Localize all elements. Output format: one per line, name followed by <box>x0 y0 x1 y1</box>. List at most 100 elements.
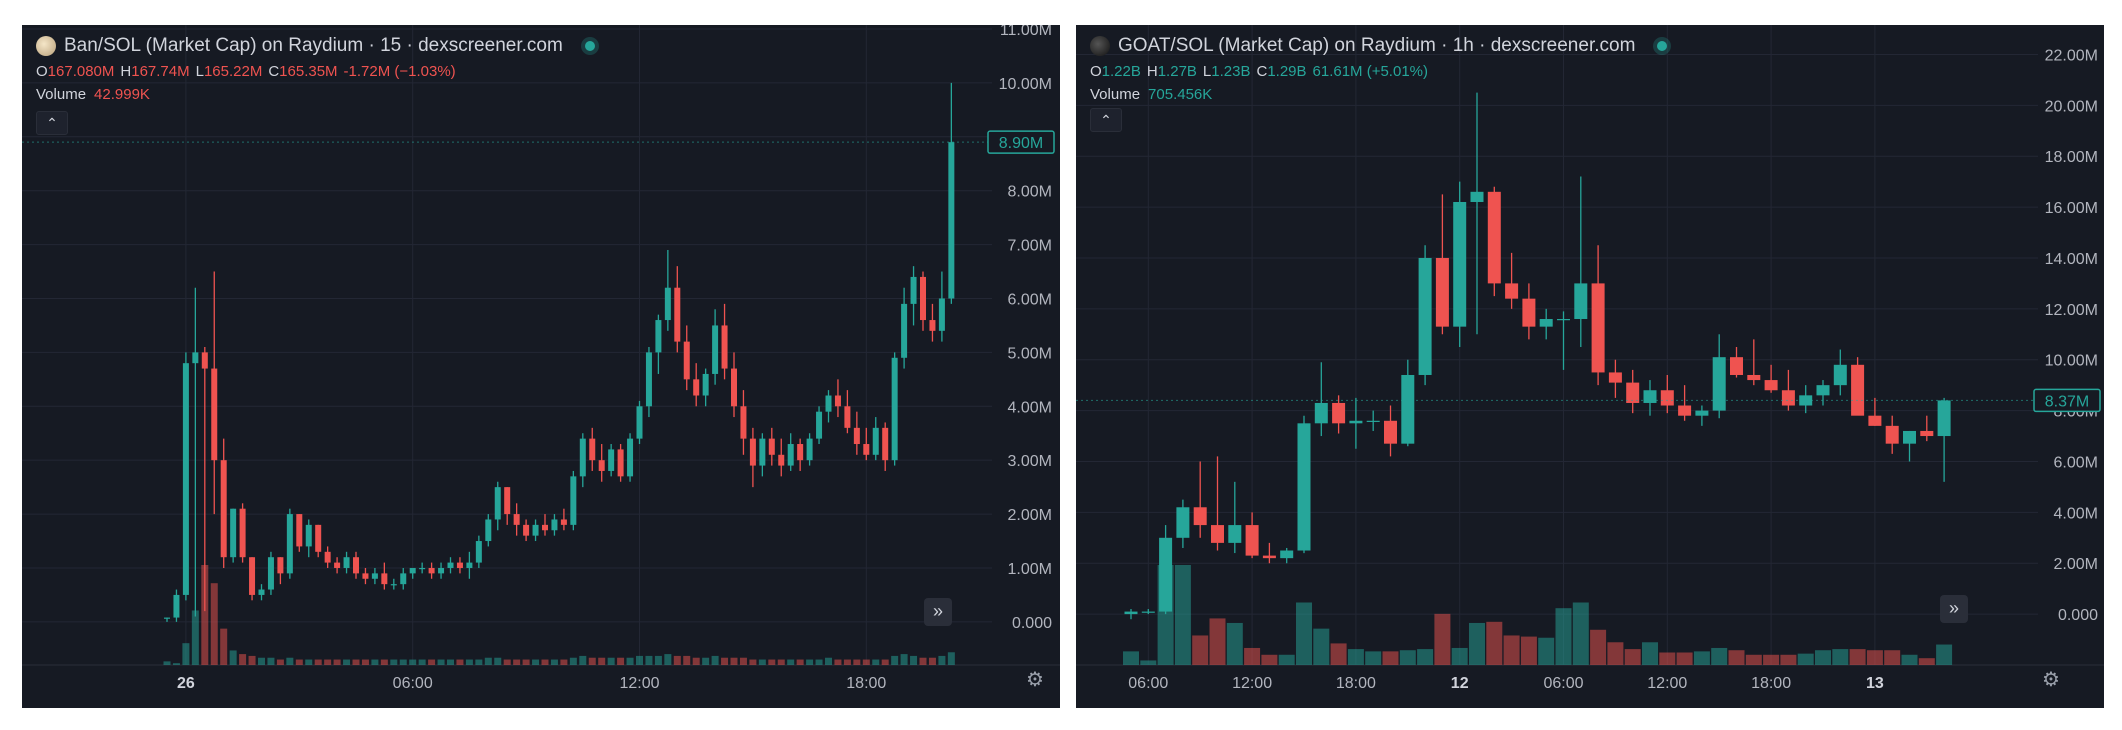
x-tick-label: 06:00 <box>1543 675 1583 692</box>
candle-body <box>1920 430 1934 437</box>
collapse-legend-button[interactable]: ⌃ <box>1090 108 1122 132</box>
candle <box>164 617 170 622</box>
volume-bar <box>636 655 643 665</box>
volume-bar <box>815 659 823 665</box>
candle <box>438 562 445 579</box>
y-tick-label: 4.00M <box>2054 505 2098 522</box>
candle <box>1245 512 1259 559</box>
volume-bar <box>343 659 351 665</box>
candle <box>1228 481 1242 554</box>
volume-bar <box>598 657 606 665</box>
candle <box>920 271 926 331</box>
volume-bar <box>834 659 842 665</box>
token-logo-icon <box>36 36 56 56</box>
volume-bar <box>692 657 700 665</box>
x-tick-label: 18:00 <box>846 675 886 692</box>
candle <box>447 557 454 574</box>
candle <box>1781 369 1795 411</box>
close-key: C <box>1256 63 1268 80</box>
candle-body <box>1159 537 1173 612</box>
candle <box>239 503 246 563</box>
y-tick-label: 22.00M <box>2045 47 2098 64</box>
volume-bar <box>683 655 691 665</box>
candle <box>390 578 397 590</box>
candle <box>938 271 945 342</box>
candle <box>1470 92 1484 335</box>
chart-title: Ban/SOL (Market Cap) on Raydium · 15 · d… <box>64 35 563 56</box>
candle <box>475 535 482 568</box>
volume-bar <box>588 657 596 665</box>
candle <box>759 433 766 477</box>
volume-bar <box>1555 608 1572 665</box>
candle <box>1643 380 1657 416</box>
volume-bar <box>286 657 294 665</box>
scroll-to-realtime-button[interactable]: » <box>924 598 952 626</box>
candle <box>551 514 558 536</box>
candle <box>182 352 189 601</box>
volume-bar <box>1140 660 1157 665</box>
candle-body <box>1678 405 1692 416</box>
candlestick-chart[interactable]: 22.00M 20.00M 18.00M 16.00M 14.00M 12.00M 10.0… <box>1076 25 2104 708</box>
change-value: 61.61M (+5.01%) <box>1312 63 1428 80</box>
candle <box>315 524 322 558</box>
candle <box>749 427 756 488</box>
volume-bar <box>172 663 180 665</box>
volume-bar <box>201 565 209 665</box>
candle <box>1591 245 1605 386</box>
candle <box>948 82 955 304</box>
volume-bar <box>881 659 889 665</box>
volume-readout: Volume 705.456K <box>1090 86 1667 103</box>
settings-button[interactable]: ⚙ <box>1026 667 1044 692</box>
volume-bar <box>447 659 454 665</box>
settings-button[interactable]: ⚙ <box>2042 667 2060 692</box>
candle-body <box>494 487 501 520</box>
candle-body <box>532 524 539 536</box>
candle <box>456 557 463 574</box>
volume-bar <box>182 643 190 665</box>
candle <box>806 433 813 466</box>
candle-body <box>1193 507 1207 526</box>
candle <box>1314 362 1328 437</box>
chart-header: Ban/SOL (Market Cap) on Raydium · 15 · d… <box>36 35 595 103</box>
volume-bar <box>1503 635 1520 665</box>
y-tick-label: 11.00M <box>1000 25 1052 39</box>
volume-bar <box>1434 613 1451 665</box>
volume-bar <box>1330 643 1347 665</box>
candle <box>731 352 737 418</box>
candle <box>1903 430 1916 462</box>
candle <box>400 567 407 590</box>
volume-bar <box>399 659 407 665</box>
volume-bar <box>1745 654 1762 665</box>
x-tick-label: 12:00 <box>619 675 659 692</box>
candle <box>589 427 596 471</box>
scroll-to-realtime-button[interactable]: » <box>1940 595 1968 623</box>
candle-body <box>390 584 397 586</box>
volume-bar <box>1728 650 1745 665</box>
candle <box>1487 186 1501 297</box>
candlestick-chart[interactable]: 11.00M10.00M9.00M8.00M7.00M6.00M5.00M4.0… <box>22 25 1060 708</box>
candle <box>1522 283 1536 340</box>
candle-body <box>1418 257 1432 375</box>
candle <box>1505 252 1519 309</box>
collapse-legend-button[interactable]: ⌃ <box>36 111 68 135</box>
volume-bar <box>654 655 662 665</box>
candle-body <box>797 444 804 461</box>
candle <box>324 546 331 568</box>
candle-body <box>315 524 322 552</box>
candle-body <box>579 438 586 477</box>
candle-body <box>683 341 690 380</box>
candle-body <box>305 524 312 547</box>
volume-value: 705.456K <box>1148 86 1213 103</box>
candle <box>570 470 577 531</box>
volume-bar <box>1538 637 1555 665</box>
candle <box>1678 385 1692 421</box>
candle <box>1851 357 1865 416</box>
candle-body <box>1937 400 1951 437</box>
candle <box>362 567 369 585</box>
volume-bar <box>503 659 511 665</box>
candle <box>494 481 501 531</box>
candle-body <box>1712 357 1726 411</box>
volume-bar <box>749 659 757 665</box>
candle-body <box>353 557 359 574</box>
volume-bar <box>220 628 228 665</box>
